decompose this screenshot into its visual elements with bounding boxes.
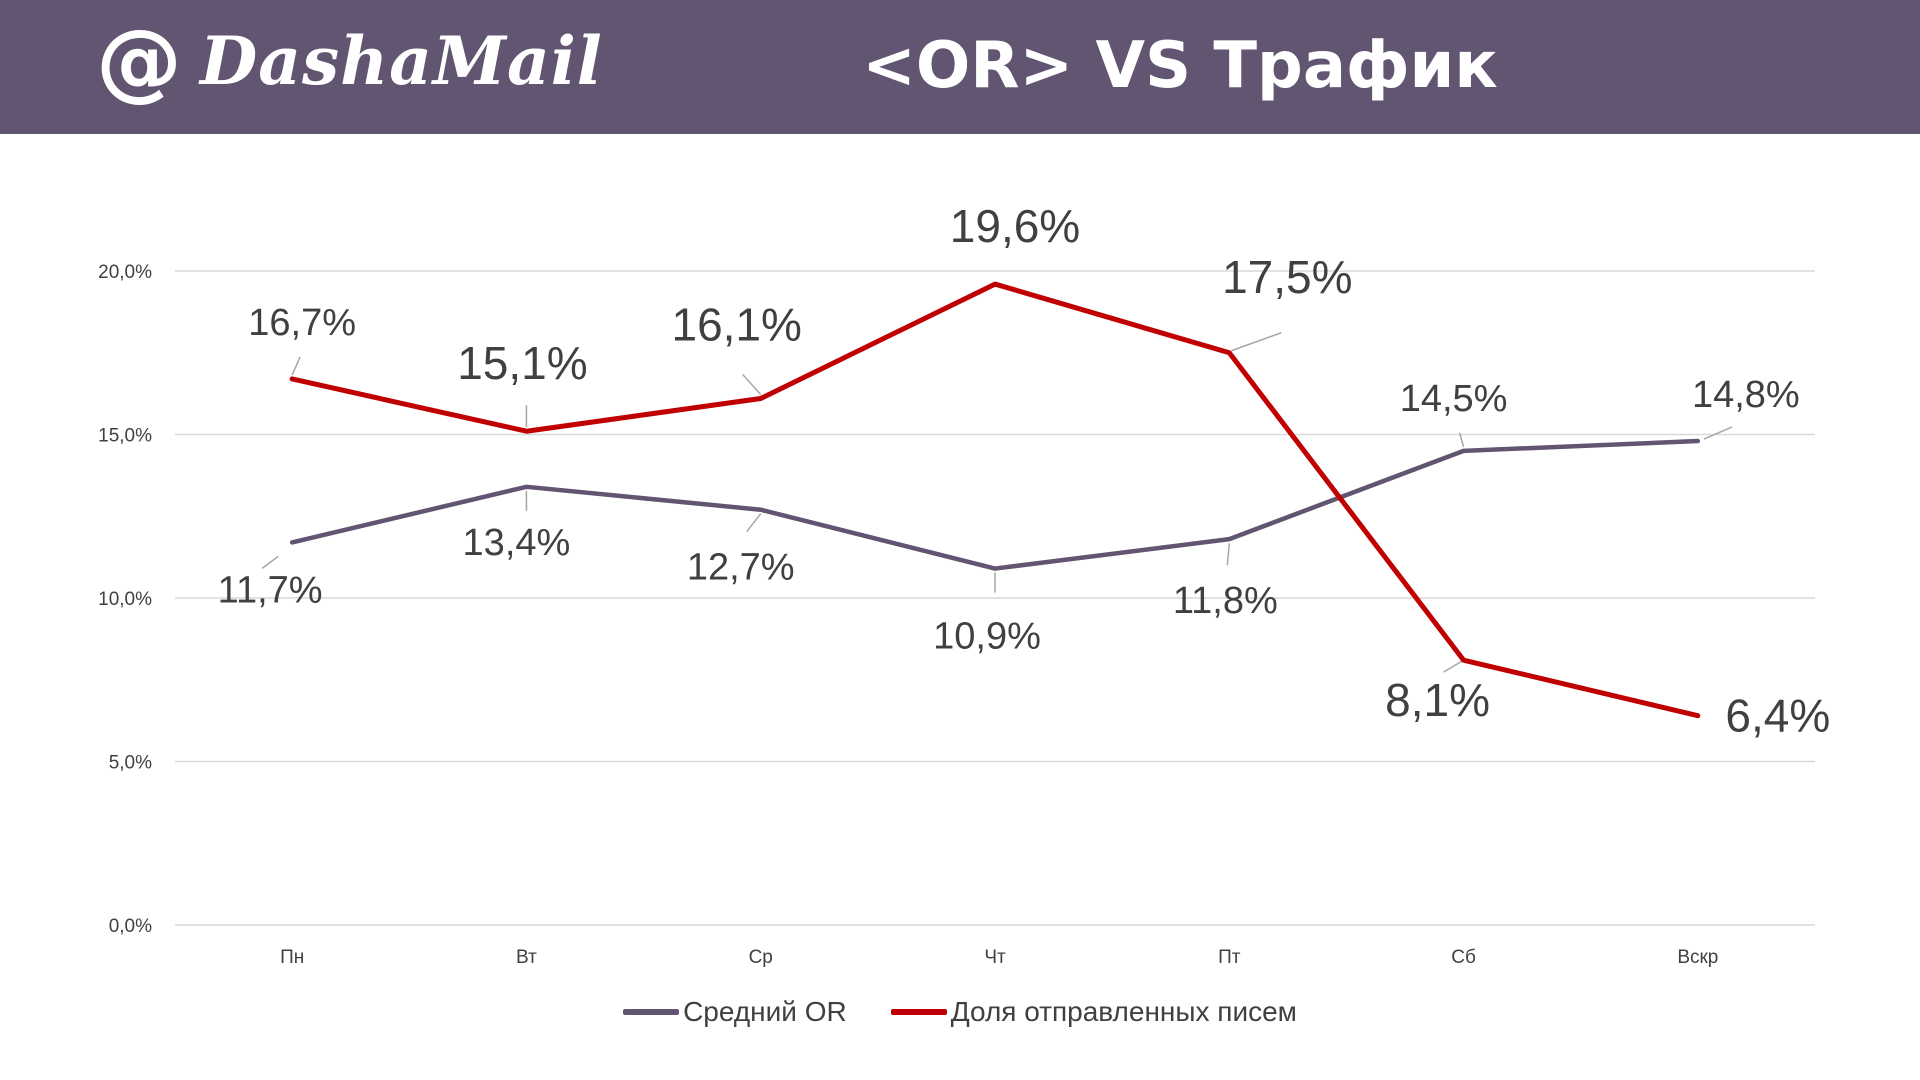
leader-line [1226,543,1231,566]
data-label: 15,1% [457,337,587,389]
x-axis-ticks: Пн Вт Ср Чт Пт Сб Вскр [280,947,1718,968]
chart-legend: Средний OR Доля отправленных писем [0,996,1920,1028]
leader-line [742,374,762,396]
series-line-share-sent [289,281,1701,719]
legend-swatch-or [623,1009,680,1015]
legend-item-share: Доля отправленных писем [890,996,1297,1028]
data-labels: 11,7% 13,4% 12,7% 10,9% 11,8% 14,5% 14,8% 16,7%… [218,200,1831,742]
y-axis-ticks: 0,0% 5,0% 10,0% 15,0% 20,0% [98,262,152,937]
data-label: 13,4% [463,522,571,564]
logo-text: DashaMail [200,22,603,100]
y-tick-label: 10,0% [98,589,152,610]
data-label: 16,1% [671,299,801,351]
legend-item-or: Средний OR [623,996,847,1028]
x-tick-label: Пт [1218,947,1241,968]
series-lines [289,281,1701,719]
y-tick-label: 15,0% [98,426,152,447]
legend-swatch-share [890,1009,947,1015]
data-label: 14,5% [1400,378,1508,420]
x-tick-label: Сб [1451,947,1476,968]
grid-lines [175,270,1815,926]
header-bar: @ DashaMail <OR> VS Трафик [0,0,1920,134]
data-label: 12,7% [687,547,795,589]
data-label: 11,7% [218,569,323,611]
data-label: 14,8% [1692,374,1800,416]
data-label: 17,5% [1222,251,1352,303]
x-tick-label: Чт [984,947,1006,968]
leader-line [261,555,279,570]
data-label: 11,8% [1173,580,1278,622]
data-label: 8,1% [1385,674,1490,726]
logo-at-icon: @ [96,11,182,111]
legend-label-or: Средний OR [683,996,847,1027]
series-line-avg-or [289,438,1701,571]
leader-line [1231,332,1282,352]
y-tick-label: 5,0% [109,753,152,774]
leader-line [1458,432,1465,448]
x-tick-label: Вт [516,947,537,968]
x-tick-label: Ср [749,947,773,968]
leader-line [291,356,301,376]
data-label: 10,9% [933,616,1041,658]
leader-line [1443,659,1464,673]
data-label: 19,6% [950,200,1080,252]
leader-line [1703,426,1733,440]
x-tick-label: Пн [280,947,304,968]
y-tick-label: 0,0% [109,916,152,937]
leader-line [746,513,762,533]
y-tick-label: 20,0% [98,262,152,283]
legend-label-share: Доля отправленных писем [950,996,1297,1027]
page-title: <OR> VS Трафик [862,29,1498,103]
chart-area: 0,0% 5,0% 10,0% 15,0% 20,0% Пн Вт Ср Чт Пт Сб Вскр… [0,134,1920,1080]
x-tick-label: Вскр [1677,947,1718,968]
dashamail-logo: @ DashaMail [96,18,603,104]
data-label: 6,4% [1725,690,1830,742]
data-label: 16,7% [248,302,356,344]
label-leader-lines [261,332,1733,673]
line-chart: 0,0% 5,0% 10,0% 15,0% 20,0% Пн Вт Ср Чт Пт Сб Вскр… [98,200,1831,968]
